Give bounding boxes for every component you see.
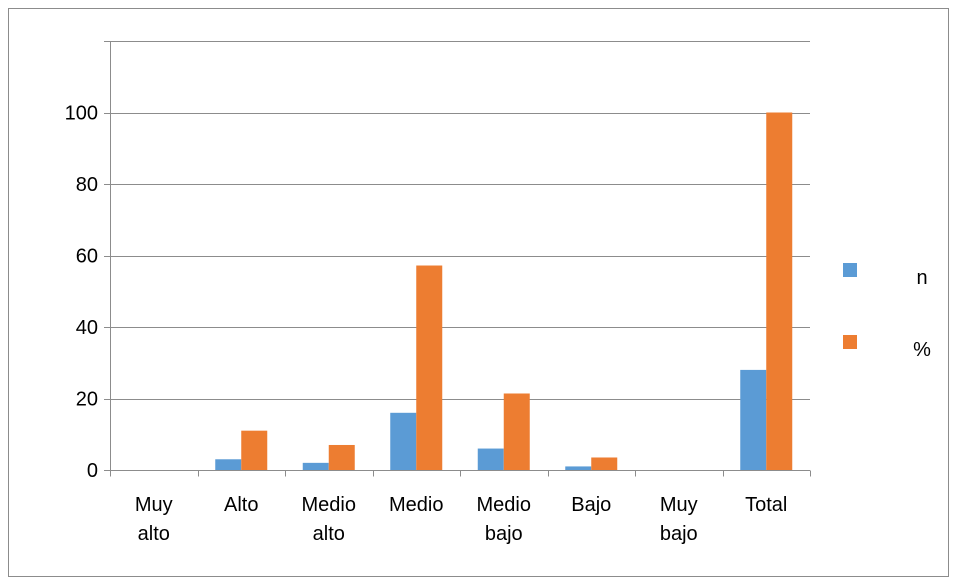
x-category-label-line: Medio xyxy=(389,494,443,516)
y-tick-label: 100 xyxy=(65,103,98,125)
x-category-label-line: Medio xyxy=(302,494,356,516)
x-category-label-line: bajo xyxy=(485,523,523,545)
x-category-label: Total xyxy=(745,494,787,516)
bar-n-3 xyxy=(390,412,417,470)
x-category-label-line: Muy xyxy=(660,494,698,516)
bar-n-2 xyxy=(302,462,329,470)
axes xyxy=(104,41,811,477)
legend: n% xyxy=(843,263,931,361)
bar-percent-5 xyxy=(591,457,618,470)
legend-swatch-percent xyxy=(843,335,857,349)
x-category-label-line: alto xyxy=(313,523,345,545)
bar-percent-7 xyxy=(766,112,793,470)
gridlines xyxy=(110,41,810,400)
bar-percent-3 xyxy=(416,265,443,470)
legend-swatch-n xyxy=(843,263,857,277)
x-category-labels: Muy alto Alto Medio alto Medio Medio bajo Bajo Mu… xyxy=(135,494,788,545)
bar-n-1 xyxy=(215,459,242,470)
bar-n-4 xyxy=(477,448,504,470)
y-tick-label: 0 xyxy=(87,460,98,482)
x-category-label: Bajo xyxy=(571,494,611,516)
y-tick-label: 80 xyxy=(76,174,98,196)
x-category-label-line: alto xyxy=(138,523,170,545)
bar-percent-4 xyxy=(503,393,530,470)
x-category-label-line: Medio xyxy=(477,494,531,516)
x-category-label-line: Alto xyxy=(224,494,258,516)
y-tick-labels: 0 20 40 60 80 100 xyxy=(65,103,98,483)
y-tick-label: 40 xyxy=(76,317,98,339)
x-category-label: Alto xyxy=(224,494,258,516)
y-tick-label: 20 xyxy=(76,389,98,411)
bars xyxy=(215,112,793,470)
x-category-label: Medio xyxy=(389,494,443,516)
x-category-label: Medio bajo xyxy=(477,494,531,545)
x-category-label-line: Muy xyxy=(135,494,173,516)
legend-label-percent: % xyxy=(913,339,931,361)
x-category-label-line: bajo xyxy=(660,523,698,545)
x-category-label: Muy bajo xyxy=(660,494,698,545)
bar-percent-1 xyxy=(241,430,268,470)
x-category-label: Medio alto xyxy=(302,494,356,545)
x-category-label-line: Total xyxy=(745,494,787,516)
bar-n-5 xyxy=(565,466,592,470)
legend-label-n: n xyxy=(916,267,927,289)
bar-n-7 xyxy=(740,369,767,470)
x-category-label-line: Bajo xyxy=(571,494,611,516)
bar-percent-2 xyxy=(328,444,355,470)
x-category-label: Muy alto xyxy=(135,494,173,545)
y-tick-label: 60 xyxy=(76,246,98,268)
